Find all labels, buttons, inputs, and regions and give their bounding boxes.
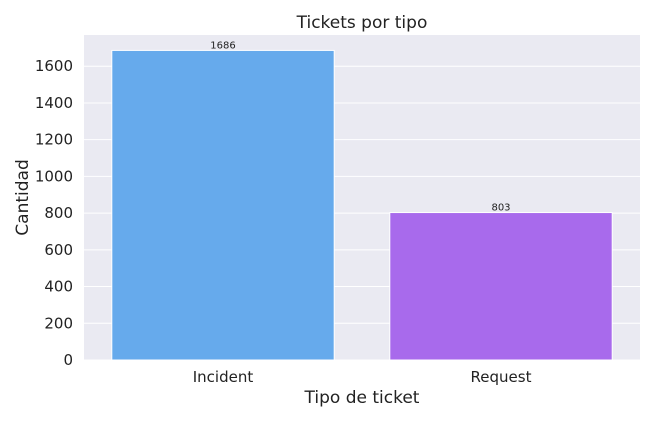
y-tick-labels: 0 200 400 600 800 1000 1200 1400 1600: [35, 57, 73, 369]
y-tick-label: 600: [44, 241, 73, 259]
data-label-incident: 1686: [210, 40, 235, 51]
bar-request: [389, 212, 613, 361]
x-tick-label-incident: Incident: [193, 368, 254, 386]
bars: 1686 803: [111, 40, 613, 361]
y-tick-label: 400: [44, 278, 73, 296]
chart-title: Tickets por tipo: [296, 13, 428, 33]
y-axis-label: Cantidad: [13, 159, 33, 235]
bar-incident: [111, 49, 335, 361]
y-tick-label: 0: [63, 351, 73, 369]
y-tick-label: 800: [44, 204, 73, 222]
x-tick-labels: Incident Request: [193, 368, 532, 386]
y-tick-label: 1600: [35, 57, 73, 75]
y-tick-label: 200: [44, 314, 73, 332]
y-tick-label: 1400: [35, 94, 73, 112]
x-axis-label: Tipo de ticket: [304, 388, 420, 408]
data-label-request: 803: [491, 203, 510, 214]
y-tick-label: 1000: [35, 167, 73, 185]
y-tick-label: 1200: [35, 131, 73, 149]
x-tick-label-request: Request: [471, 368, 532, 386]
